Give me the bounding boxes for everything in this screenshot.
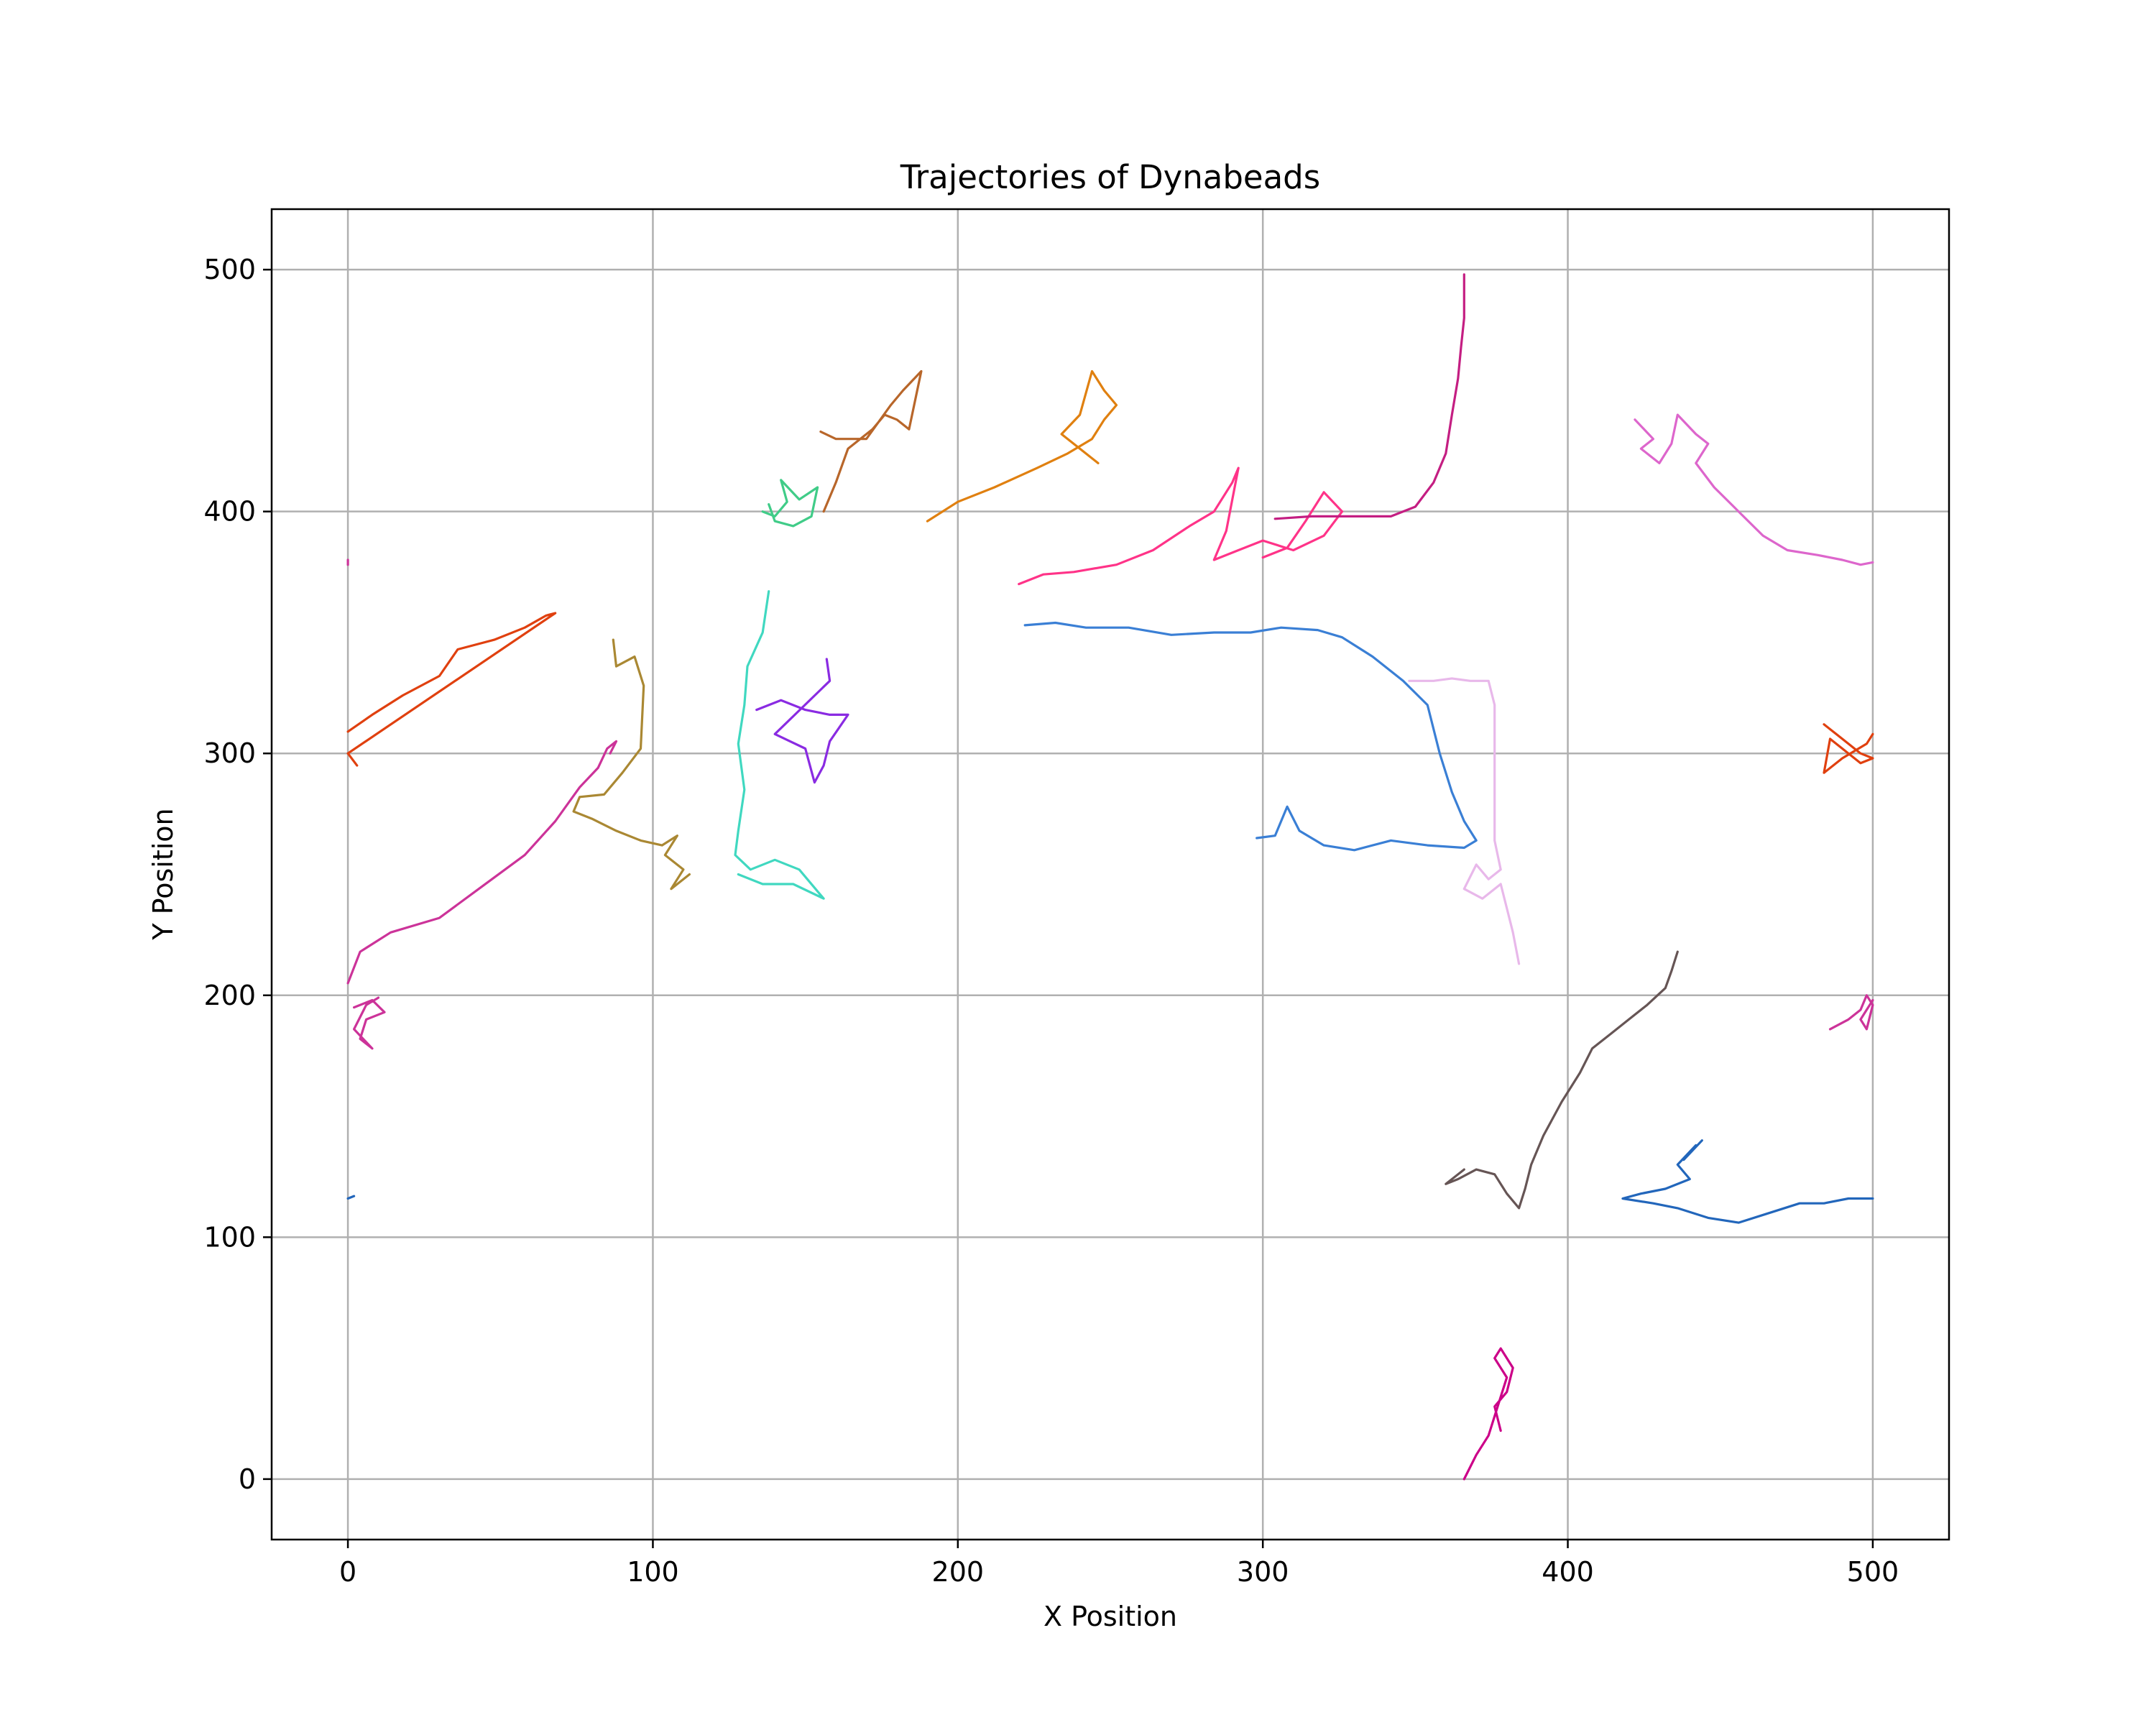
bead-trajectory bbox=[1462, 1347, 1514, 1481]
bead-trajectory bbox=[1445, 950, 1679, 1210]
y-tick-label: 200 bbox=[203, 980, 256, 1011]
bead-trajectory bbox=[1018, 466, 1344, 586]
axis-ticks: 0 100 200 300 400 500 0 100 200 300 400 500 bbox=[203, 254, 1899, 1588]
x-tick-label: 0 bbox=[339, 1556, 356, 1588]
bead-trajectory bbox=[346, 612, 557, 767]
x-tick-label: 200 bbox=[932, 1556, 985, 1588]
bead-trajectory bbox=[572, 638, 691, 891]
y-axis-label: Y Position bbox=[147, 808, 179, 940]
x-axis-label: X Position bbox=[1044, 1601, 1177, 1632]
bead-trajectory bbox=[1621, 1139, 1874, 1224]
y-tick-label: 300 bbox=[203, 737, 256, 769]
bead-trajectory bbox=[1828, 994, 1874, 1031]
x-tick-label: 100 bbox=[627, 1556, 679, 1588]
x-tick-label: 500 bbox=[1847, 1556, 1899, 1588]
bead-trajectory bbox=[1023, 621, 1478, 852]
bead-trajectory bbox=[1273, 273, 1465, 520]
bead-trajectory bbox=[926, 369, 1118, 523]
trajectories bbox=[346, 273, 1874, 1481]
x-tick-label: 300 bbox=[1237, 1556, 1289, 1588]
bead-trajectory bbox=[819, 369, 923, 513]
bead-trajectory bbox=[353, 996, 386, 1050]
y-tick-label: 500 bbox=[203, 254, 256, 285]
y-tick-label: 400 bbox=[203, 496, 256, 528]
plot-frame bbox=[270, 208, 1950, 1541]
grid bbox=[272, 209, 1949, 1540]
bead-trajectory bbox=[761, 479, 819, 528]
y-tick-label: 100 bbox=[203, 1221, 256, 1253]
bead-trajectory bbox=[734, 590, 825, 900]
bead-trajectory bbox=[1634, 413, 1874, 566]
bead-trajectory bbox=[346, 1195, 356, 1200]
bead-trajectory bbox=[755, 658, 849, 784]
bead-trajectory bbox=[1823, 723, 1874, 774]
chart-title: Trajectories of Dynabeads bbox=[900, 158, 1320, 196]
y-tick-label: 0 bbox=[239, 1463, 256, 1495]
x-tick-label: 400 bbox=[1542, 1556, 1594, 1588]
bead-trajectory bbox=[1408, 677, 1521, 965]
bead-trajectory bbox=[346, 740, 618, 985]
